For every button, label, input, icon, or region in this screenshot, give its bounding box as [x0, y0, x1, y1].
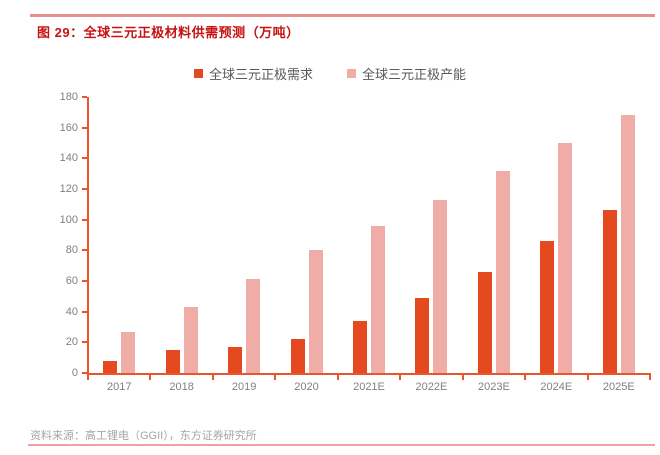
bar-demand-2018	[165, 350, 180, 373]
y-tick-label-20: 20	[65, 336, 78, 349]
bar-capacity-2022E	[433, 199, 448, 373]
bar-demand-2023E	[477, 271, 492, 373]
y-tick-label-80: 80	[65, 244, 78, 257]
bar-demand-2019	[228, 346, 243, 373]
x-boundary-tick-4	[336, 375, 339, 380]
bar-capacity-2025E	[620, 115, 635, 373]
plot-area	[88, 97, 650, 373]
bar-capacity-2023E	[495, 170, 510, 373]
bar-capacity-2017	[121, 331, 136, 373]
x-boundary-tick-7	[524, 375, 527, 380]
demand-swatch-icon	[193, 68, 203, 78]
x-tick-label-2025E: 2025E	[602, 381, 635, 393]
source-note: 资料来源：高工锂电（GGII），东方证券研究所	[30, 430, 257, 442]
figure-bottom-rule	[28, 444, 655, 446]
y-tick-label-120: 120	[59, 183, 78, 195]
y-tick-120	[82, 188, 87, 190]
x-tick-label-2023E: 2023E	[477, 381, 510, 393]
y-tick-80	[82, 249, 87, 252]
bar-capacity-2019	[246, 279, 261, 373]
legend-item-capacity: 全球三元正极产能	[347, 64, 466, 83]
y-tick-180	[82, 96, 87, 98]
y-tick-20	[82, 341, 87, 344]
bar-demand-2017	[103, 360, 118, 373]
x-boundary-tick-3	[274, 375, 277, 380]
x-tick-label-2024E: 2024E	[540, 381, 573, 393]
y-tick-label-40: 40	[65, 305, 78, 318]
figure-title: 图 29：全球三元正极材料供需预测（万吨）	[37, 25, 300, 40]
x-tick-label-2018: 2018	[169, 381, 194, 393]
x-tick-label-2020: 2020	[294, 381, 319, 393]
figure-top-rule	[30, 14, 655, 17]
y-tick-label-180: 180	[59, 91, 78, 103]
x-boundary-tick-9	[649, 375, 651, 380]
y-tick-label-140: 140	[59, 152, 78, 165]
bar-capacity-2024E	[558, 143, 573, 373]
y-axis-line	[87, 97, 89, 374]
y-tick-label-60: 60	[65, 275, 78, 287]
x-boundary-tick-0	[87, 375, 89, 380]
y-tick-40	[82, 310, 87, 313]
y-tick-140	[82, 157, 87, 160]
y-tick-label-0: 0	[71, 367, 78, 379]
x-boundary-tick-2	[211, 375, 214, 380]
x-boundary-tick-6	[461, 375, 464, 380]
legend-label-demand: 全球三元正极需求	[208, 66, 313, 82]
x-boundary-tick-5	[399, 375, 402, 380]
y-tick-label-160: 160	[59, 121, 78, 134]
bar-capacity-2021E	[371, 225, 385, 373]
y-tick-label-100: 100	[59, 213, 78, 226]
y-tick-0	[82, 372, 87, 374]
legend-label-capacity: 全球三元正极产能	[362, 66, 467, 82]
y-tick-60	[82, 280, 87, 282]
bar-capacity-2020	[308, 250, 323, 373]
x-tick-label-2022E: 2022E	[415, 381, 448, 393]
x-tick-label-2021E: 2021E	[353, 381, 385, 393]
bar-demand-2020	[290, 339, 305, 373]
y-tick-160	[82, 126, 87, 129]
bar-demand-2022E	[415, 297, 430, 373]
x-boundary-tick-8	[586, 375, 589, 380]
bar-demand-2025E	[602, 210, 617, 373]
bar-demand-2024E	[540, 241, 555, 373]
x-axis-line	[87, 373, 651, 375]
bar-capacity-2018	[183, 307, 198, 373]
chart-legend: 全球三元正极需求 全球三元正极产能	[0, 64, 660, 82]
bar-demand-2021E	[353, 320, 367, 373]
y-tick-100	[82, 218, 87, 221]
capacity-swatch-icon	[347, 68, 356, 78]
x-tick-label-2019: 2019	[231, 381, 257, 393]
x-tick-label-2017: 2017	[106, 381, 132, 393]
legend-item-demand: 全球三元正极需求	[193, 64, 313, 83]
x-boundary-tick-1	[149, 375, 152, 380]
